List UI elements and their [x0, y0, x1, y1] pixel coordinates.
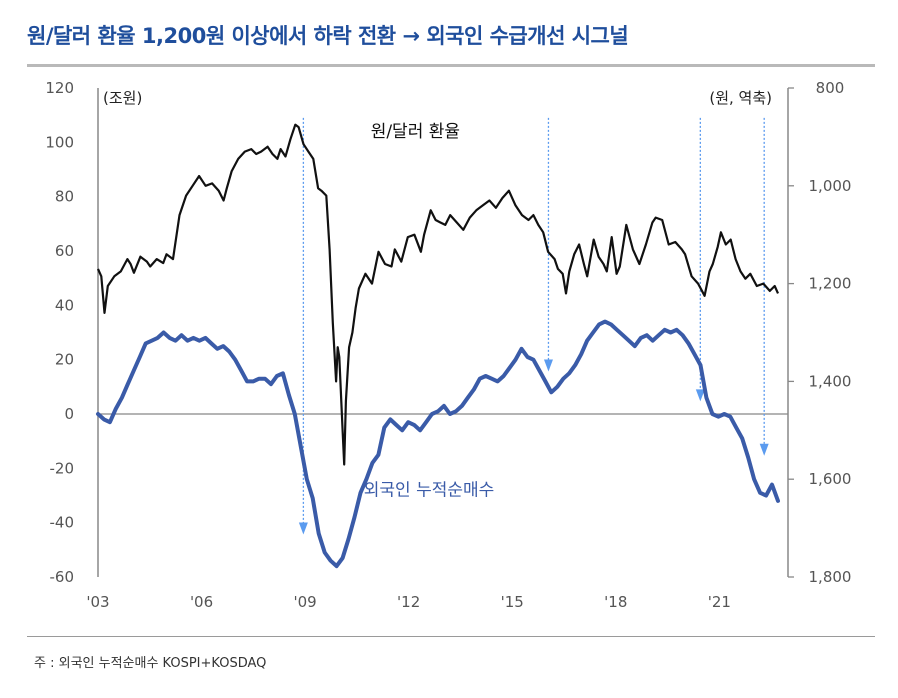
left-tick-label: -60 [50, 568, 75, 586]
right-axis-unit: (원, 역축) [709, 89, 772, 107]
x-tick-label: '21 [708, 593, 731, 611]
flow-series-label: 외국인 누적순매수 [364, 481, 495, 501]
title-divider [27, 64, 875, 67]
x-tick-label: '18 [604, 593, 627, 611]
left-tick-label: 40 [55, 296, 74, 314]
left-tick-label: 80 [55, 188, 74, 206]
x-tick-label: '09 [293, 593, 316, 611]
right-axis: 800 1,000 1,200 1,400 1,600 1,800 [788, 79, 851, 586]
left-tick-label: 0 [64, 405, 74, 423]
left-tick-label: -40 [50, 514, 75, 532]
left-tick-label: 60 [55, 242, 74, 260]
x-tick-label: '03 [86, 593, 109, 611]
right-tick-label: 1,800 [809, 568, 852, 586]
left-tick-label: 120 [45, 79, 74, 97]
fx-series-label: 원/달러 환율 [371, 122, 460, 142]
right-tick-label: 1,200 [809, 275, 852, 293]
right-tick-label: 1,600 [809, 470, 852, 488]
x-tick-label: '12 [397, 593, 420, 611]
arrow-head [759, 443, 769, 456]
foreign-flow-line [96, 319, 780, 569]
x-axis: '03 '06 '09 '12 '15 '18 '21 [86, 593, 731, 611]
arrow-head [695, 389, 705, 402]
fx-rate-line [96, 123, 780, 466]
left-axis-unit: (조원) [103, 89, 142, 107]
x-tick-label: '06 [190, 593, 213, 611]
left-axis: 120 100 80 60 40 20 0 -20 -40 -60 [45, 79, 74, 586]
arrow-markers [298, 117, 769, 535]
right-tick-label: 1,400 [809, 372, 852, 390]
plot-frame [97, 88, 789, 577]
left-tick-label: 100 [45, 133, 74, 151]
left-tick-label: 20 [55, 351, 74, 369]
arrow-head [298, 522, 308, 535]
x-tick-label: '15 [501, 593, 524, 611]
right-tick-label: 1,000 [809, 177, 852, 195]
arrow-head [543, 359, 553, 372]
page-title: 원/달러 환율 1,200원 이상에서 하락 전환 → 외국인 수급개선 시그널 [27, 24, 629, 48]
right-tick-label: 800 [816, 79, 845, 97]
left-tick-label: -20 [50, 459, 75, 477]
footer-divider [27, 636, 875, 637]
source-note: 주 : 외국인 누적순매수 KOSPI+KOSDAQ [34, 656, 267, 671]
